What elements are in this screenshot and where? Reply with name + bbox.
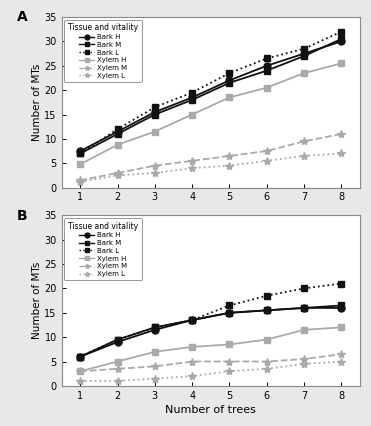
Legend: Bark H, Bark M, Bark L, Xylem H, Xylem M, Xylem L: Bark H, Bark M, Bark L, Xylem H, Xylem M… xyxy=(65,20,141,82)
Y-axis label: Number of MTs: Number of MTs xyxy=(32,63,42,141)
X-axis label: Number of trees: Number of trees xyxy=(165,405,256,415)
Text: B: B xyxy=(17,209,27,222)
Legend: Bark H, Bark M, Bark L, Xylem H, Xylem M, Xylem L: Bark H, Bark M, Bark L, Xylem H, Xylem M… xyxy=(65,218,141,280)
Y-axis label: Number of MTs: Number of MTs xyxy=(32,262,42,339)
Text: A: A xyxy=(17,10,28,24)
